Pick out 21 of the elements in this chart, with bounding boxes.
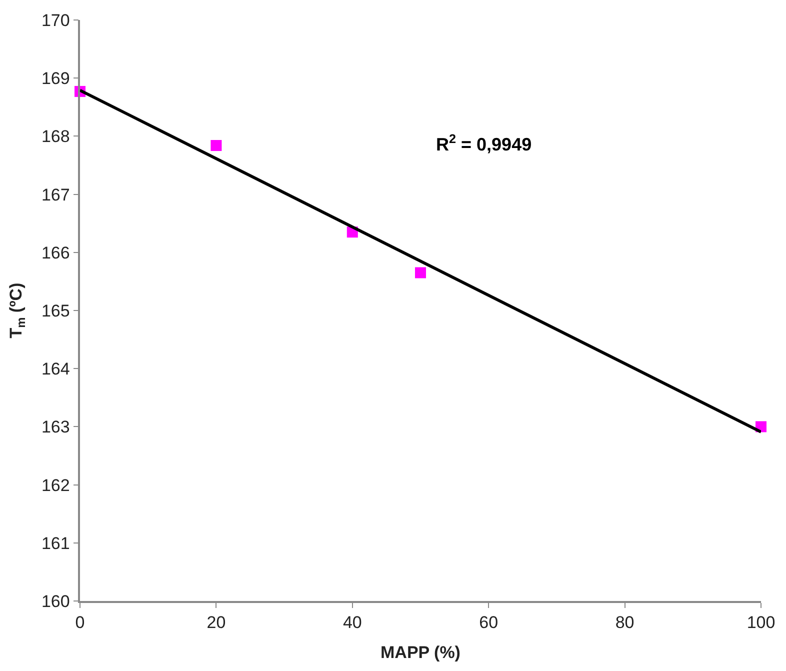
y-tick-label: 170 xyxy=(41,10,70,30)
y-tick-label: 161 xyxy=(41,534,70,553)
x-tick-label: 0 xyxy=(75,613,85,632)
x-tick-label: 40 xyxy=(342,613,362,632)
x-axis-title: MAPP (%) xyxy=(380,643,460,662)
x-tick-label: 80 xyxy=(615,613,634,632)
point xyxy=(210,140,222,151)
y-tick-label: 168 xyxy=(41,127,70,146)
y-tick-label: 165 xyxy=(41,301,70,320)
point xyxy=(415,267,426,278)
y-tick-label: 164 xyxy=(41,360,70,379)
y-tick-label: 167 xyxy=(41,185,70,204)
annotation: R$^{2}$ = 0,9949 xyxy=(436,132,532,155)
x-tick-label: 20 xyxy=(206,613,226,632)
y-tick-label: 163 xyxy=(41,418,70,437)
x-tick-label: 100 xyxy=(746,613,776,632)
y-tick-label: 166 xyxy=(41,243,70,262)
y-tick-label: 160 xyxy=(41,592,70,611)
y-tick-label: 169 xyxy=(41,69,70,88)
y-tick-label: 162 xyxy=(41,476,70,495)
x-tick-label: 60 xyxy=(479,613,498,632)
